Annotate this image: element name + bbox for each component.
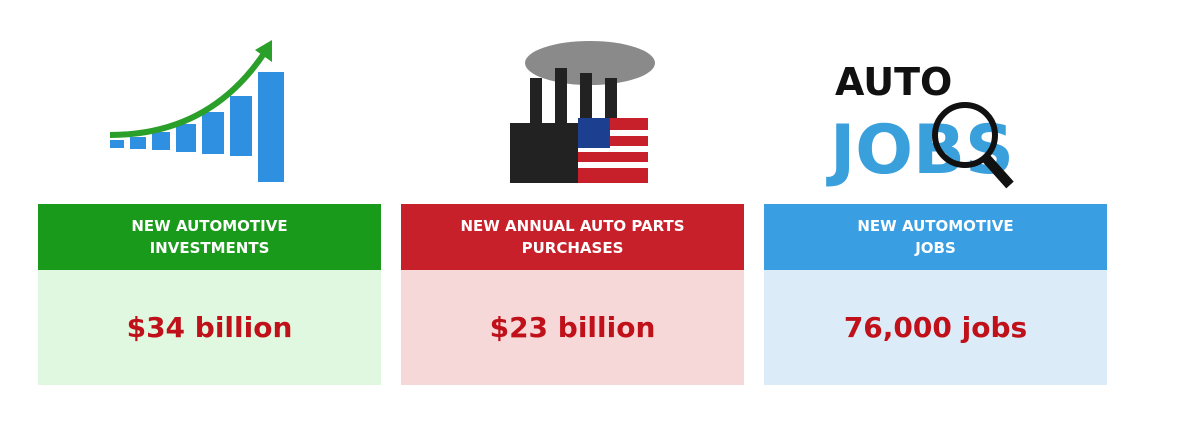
- card-value: $23 billion: [401, 270, 744, 385]
- auto-jobs-icon: AUTO JOBS: [826, 60, 1014, 190]
- card-value: $34 billion: [38, 270, 381, 385]
- growth-icon: [109, 40, 284, 182]
- header-line: INVESTMENTS: [149, 239, 270, 257]
- header-line: JOBS: [915, 239, 956, 257]
- card-header: NEW AUTOMOTIVE JOBS: [764, 204, 1107, 270]
- card: NEW AUTOMOTIVE INVESTMENTS $34 billion: [38, 204, 381, 385]
- card: NEW AUTOMOTIVE JOBS 76,000 jobs: [764, 204, 1107, 385]
- header-line: PURCHASES: [521, 239, 624, 257]
- card-header: NEW AUTOMOTIVE INVESTMENTS: [38, 204, 381, 270]
- header-line: NEW ANNUAL AUTO PARTS: [460, 217, 685, 235]
- header-line: NEW AUTOMOTIVE: [857, 217, 1014, 235]
- factory-icon: [510, 41, 655, 183]
- card-header: NEW ANNUAL AUTO PARTS PURCHASES: [401, 204, 744, 270]
- header-line: NEW AUTOMOTIVE: [131, 217, 288, 235]
- card-value: 76,000 jobs: [764, 270, 1107, 385]
- card: NEW ANNUAL AUTO PARTS PURCHASES $23 bill…: [401, 204, 744, 385]
- logo-top: AUTO: [835, 60, 952, 104]
- logo-bottom: JOBS: [826, 111, 1014, 190]
